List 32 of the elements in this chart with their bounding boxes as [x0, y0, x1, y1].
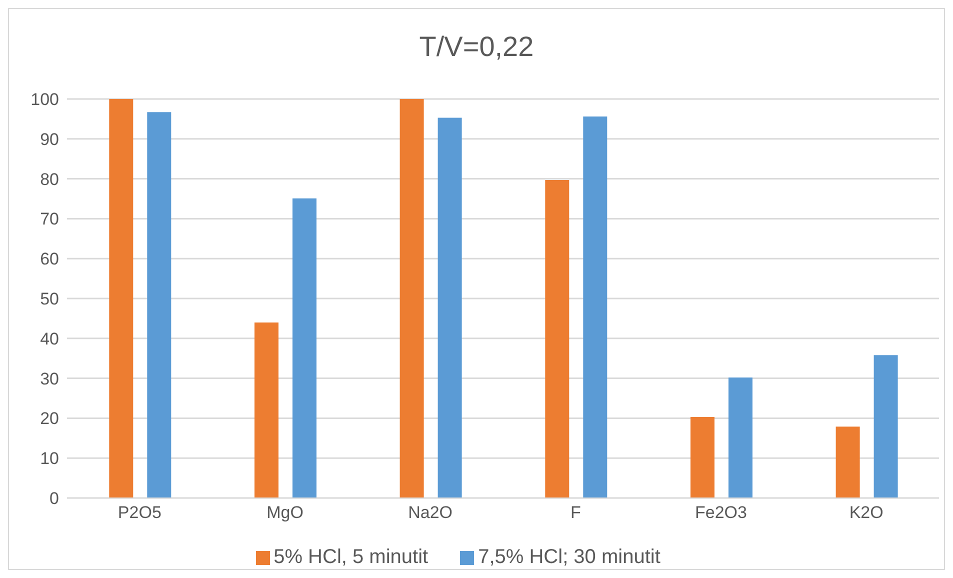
bar	[292, 198, 316, 498]
y-tick-label: 60	[40, 250, 59, 269]
bar	[836, 426, 860, 498]
bar	[545, 180, 570, 498]
x-tick-label: K2O	[849, 503, 884, 522]
x-tick-label: Na2O	[408, 503, 453, 522]
y-tick-label: 0	[50, 489, 59, 508]
bar	[254, 322, 278, 498]
y-tick-label: 50	[40, 290, 59, 309]
bar	[690, 417, 714, 498]
chart-title: T/V=0,22	[418, 31, 535, 63]
y-tick-label: 20	[40, 409, 59, 428]
y-tick-label: 80	[40, 170, 59, 189]
legend-label: 5% HCl, 5 minutit	[274, 546, 428, 568]
x-tick-label: F	[570, 503, 581, 522]
y-tick-label: 70	[40, 210, 59, 229]
bar	[728, 378, 752, 498]
y-tick-label: 10	[40, 449, 59, 468]
y-tick-label: 90	[40, 130, 59, 149]
bar	[109, 99, 134, 498]
x-tick-label: P2O5	[118, 503, 162, 522]
y-tick-label: 40	[40, 329, 59, 348]
bar	[147, 112, 172, 498]
bar	[583, 116, 608, 498]
legend-label: 7,5% HCl; 30 minutit	[478, 546, 660, 568]
bar	[438, 118, 462, 498]
x-tick-label: Fe2O3	[695, 503, 747, 522]
bar	[874, 355, 898, 498]
x-tick-label: MgO	[266, 503, 304, 522]
y-tick-label: 30	[40, 369, 59, 388]
bar	[400, 99, 424, 498]
y-tick-label: 100	[30, 90, 59, 110]
